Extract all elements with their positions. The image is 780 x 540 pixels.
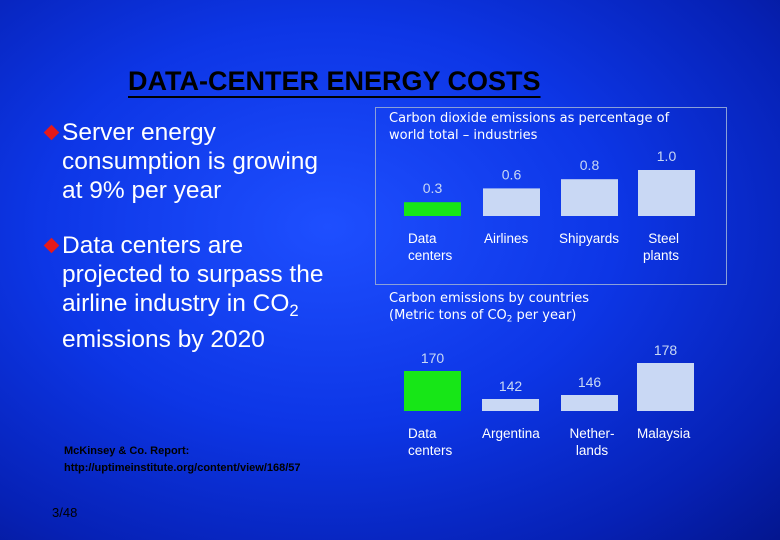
chart-countries-title-line-1: Carbon emissions by countries: [389, 291, 589, 306]
chart-industries-category-0: Data centers: [408, 230, 452, 264]
chart-countries-bar: [561, 395, 618, 411]
chart-countries-category-0: Data centers: [408, 425, 452, 459]
chart-countries-value-label: 146: [578, 374, 602, 390]
category-label-line: Airlines: [484, 231, 529, 246]
chart-industries-category-1: Airlines: [484, 230, 528, 247]
chart-countries-title-line-2: (Metric tons of CO2 per year): [389, 307, 589, 329]
chart-industries-frame: [375, 107, 727, 285]
bullet-2-line-1: Data centers are: [62, 232, 244, 259]
chart-countries-title: Carbon emissions by countries (Metric to…: [389, 290, 589, 329]
category-label-line: Argentina: [482, 426, 540, 441]
citation: McKinsey & Co. Report: http://uptimeinst…: [64, 443, 301, 477]
chart-countries-category-1: Argentina: [482, 425, 540, 442]
chart-industries-title: Carbon dioxide emissions as percentage o…: [389, 110, 669, 144]
category-label-line: Data: [408, 231, 437, 246]
chart-countries-bar: [482, 399, 539, 411]
bullet-2-line-3-text: airline industry in CO: [62, 290, 290, 317]
chart-industries-title-line-2: world total – industries: [389, 128, 538, 143]
chart-industries-category-3: Steel plants: [621, 230, 679, 264]
category-label-line: lands: [575, 443, 609, 458]
bullet-data-centers: Data centers are projected to surpass th…: [43, 231, 324, 354]
category-label-line: plants: [642, 248, 679, 263]
chart-countries-value-label: 170: [421, 350, 445, 366]
bullet-2-line-2: projected to surpass the: [62, 261, 324, 288]
chart-industries-value-label: 0.3: [423, 180, 443, 196]
chart-countries-value-label: 142: [499, 378, 523, 394]
chart-countries-title-line-2-suffix: per year): [512, 308, 577, 323]
bullet-1-line-2: consumption is growing: [62, 148, 319, 175]
category-label-line: Shipyards: [559, 231, 620, 246]
citation-source: McKinsey & Co. Report:: [64, 445, 190, 457]
bullet-1-line-3: at 9% per year: [62, 177, 222, 204]
chart-industries-value-label: 0.8: [580, 157, 600, 173]
chart-industries-bar: [561, 179, 618, 216]
bullet-1-line-1: Server energy: [62, 119, 216, 146]
chart-countries-title-line-2-text: (Metric tons of CO: [389, 308, 507, 323]
category-label-line: centers: [408, 248, 453, 263]
chart-industries-category-2: Shipyards: [559, 230, 619, 247]
bullet-2-line-3: airline industry in CO2: [62, 289, 324, 325]
citation-url[interactable]: http://uptimeinstitute.org/content/view/…: [64, 462, 301, 474]
co2-subscript: 2: [289, 300, 299, 320]
chart-industries-title-line-1: Carbon dioxide emissions as percentage o…: [389, 111, 670, 126]
category-label-line: Steel: [648, 231, 679, 246]
chart-industries-bar: [404, 202, 461, 216]
chart-industries-value-label: 0.6: [502, 166, 522, 182]
bullet-server-energy: Server energy consumption is growing at …: [43, 118, 319, 205]
category-label-line: centers: [408, 443, 453, 458]
co2-subscript: 2: [506, 314, 513, 325]
category-label-line: Data: [408, 426, 437, 441]
chart-industries-bar: [638, 170, 695, 216]
page-number: 3/48: [52, 505, 78, 520]
bullet-2-line-4: emissions by 2020: [62, 325, 265, 353]
chart-countries-value-label: 178: [654, 342, 678, 358]
category-label-line: Nether-: [569, 426, 615, 441]
chart-countries-bar: [637, 363, 694, 411]
slide-title: DATA-CENTER ENERGY COSTS: [128, 66, 541, 96]
chart-countries-category-2: Nether- lands: [563, 425, 621, 459]
chart-countries-category-3: Malaysia: [637, 425, 690, 442]
chart-industries-value-label: 1.0: [657, 148, 677, 164]
chart-industries-bar: [483, 188, 540, 216]
category-label-line: Malaysia: [637, 426, 691, 441]
chart-countries-bar: [404, 371, 461, 411]
